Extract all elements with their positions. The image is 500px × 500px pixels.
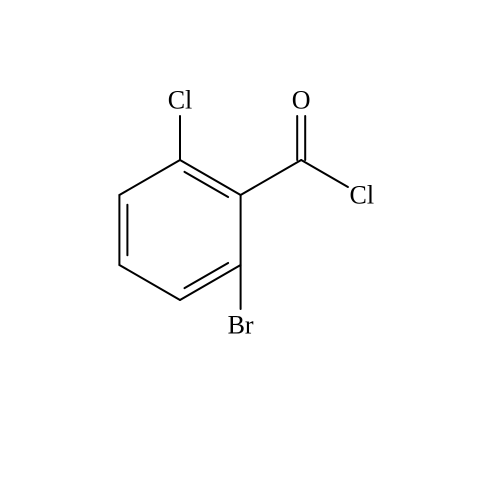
bond-7 [241, 160, 302, 195]
bond-9 [301, 160, 348, 187]
atom-label-Cl_acyl: Cl [350, 181, 375, 210]
atom-label-O_dbl: O [292, 86, 311, 115]
bond-3 [119, 265, 180, 300]
bond-0-outer [180, 160, 241, 195]
bond-5 [119, 160, 180, 195]
atom-label-Br: Br [228, 311, 254, 340]
molecule-diagram: Cl O Cl Br [0, 0, 500, 500]
atom-label-Cl_ring: Cl [168, 86, 193, 115]
bond-2-outer [180, 265, 241, 300]
